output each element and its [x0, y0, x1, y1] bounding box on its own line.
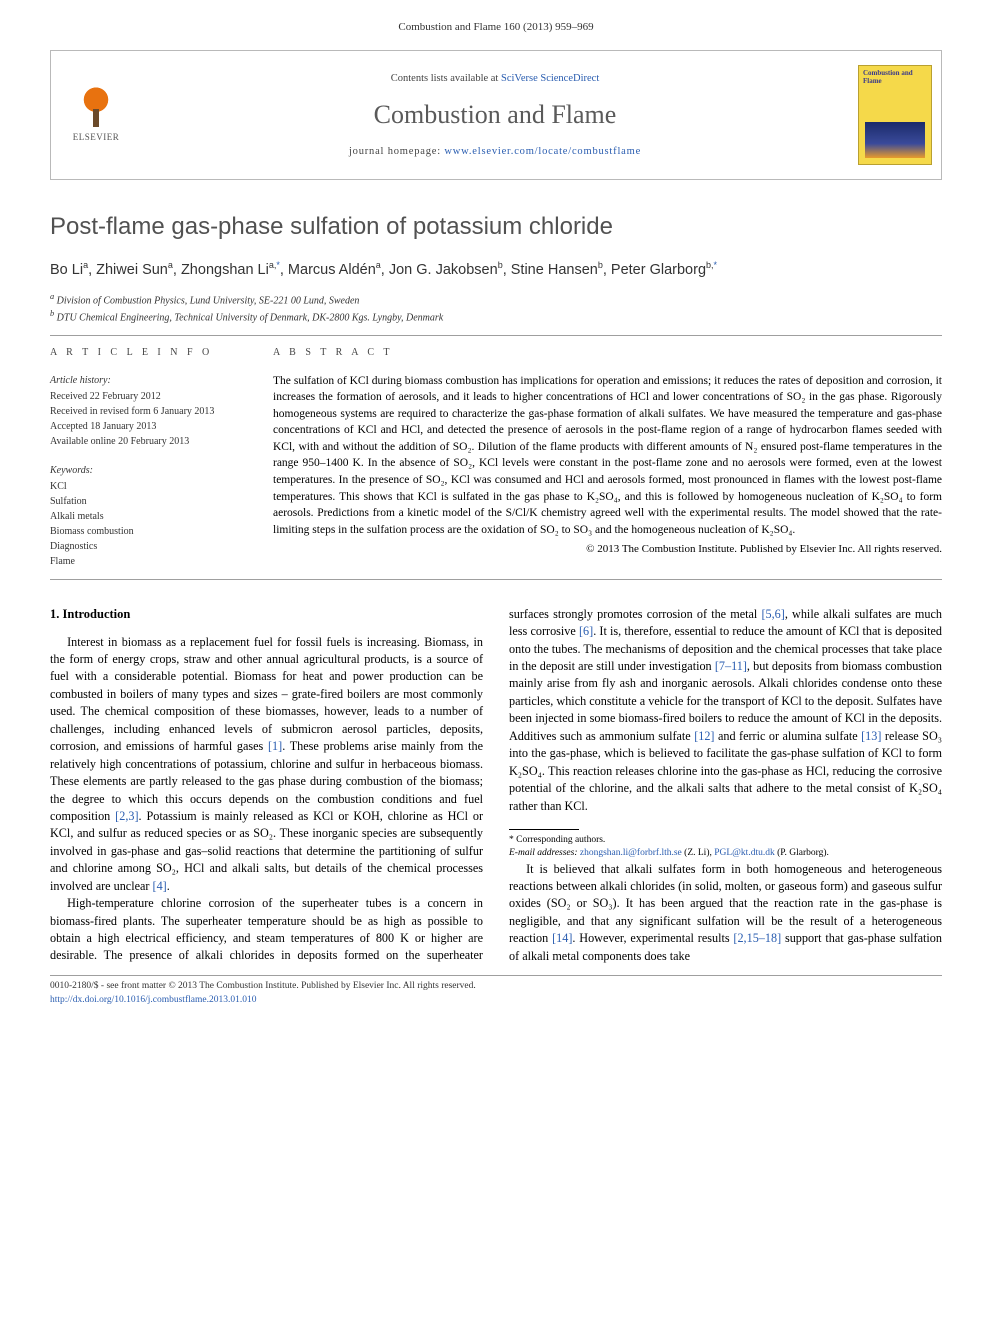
- history-item: Available online 20 February 2013: [50, 434, 245, 449]
- corr-mark[interactable]: *: [714, 260, 718, 270]
- citation-text: Combustion and Flame 160 (2013) 959–969: [398, 21, 593, 33]
- abstract-label: A B S T R A C T: [273, 346, 942, 361]
- article-info-column: A R T I C L E I N F O Article history: R…: [50, 346, 245, 569]
- article-title: Post-flame gas-phase sulfation of potass…: [50, 210, 942, 245]
- abstract-copyright: © 2013 The Combustion Institute. Publish…: [273, 542, 942, 558]
- body-text: 1. Introduction Interest in biomass as a…: [50, 606, 942, 965]
- journal-cover-area: Combustion and Flame: [849, 51, 941, 179]
- elsevier-logo-icon: ELSEVIER: [66, 80, 126, 150]
- affiliation: a Division of Combustion Physics, Lund U…: [50, 291, 942, 308]
- author: Stine Hansenb: [511, 262, 603, 278]
- footnotes: * Corresponding authors. E-mail addresse…: [509, 834, 942, 861]
- doi-link[interactable]: http://dx.doi.org/10.1016/j.combustflame…: [50, 995, 256, 1005]
- homepage-line: journal homepage: www.elsevier.com/locat…: [349, 144, 641, 159]
- ref-link[interactable]: [13]: [861, 729, 881, 743]
- contents-prefix: Contents lists available at: [391, 73, 501, 84]
- author: Marcus Aldéna: [288, 262, 381, 278]
- history-item: Accepted 18 January 2013: [50, 419, 245, 434]
- author: Zhiwei Suna: [96, 262, 173, 278]
- header-center: Contents lists available at SciVerse Sci…: [141, 51, 849, 179]
- keyword-item: KCl: [50, 479, 245, 494]
- ref-link[interactable]: [4]: [153, 879, 167, 893]
- publisher-name: ELSEVIER: [73, 131, 120, 144]
- journal-cover-icon: Combustion and Flame: [858, 65, 932, 165]
- author: Jon G. Jakobsenb: [389, 262, 503, 278]
- divider-bottom: [50, 579, 942, 580]
- homepage-prefix: journal homepage:: [349, 146, 444, 157]
- abstract-column: A B S T R A C T The sulfation of KCl dur…: [273, 346, 942, 569]
- keyword-item: Flame: [50, 554, 245, 569]
- homepage-link[interactable]: www.elsevier.com/locate/combustflame: [444, 146, 641, 157]
- publisher-logo-area: ELSEVIER: [51, 51, 141, 179]
- ref-link[interactable]: [2,15–18]: [733, 931, 781, 945]
- email-link[interactable]: zhongshan.li@forbrf.lth.se: [580, 848, 682, 858]
- article-info-label: A R T I C L E I N F O: [50, 346, 245, 361]
- email-line: E-mail addresses: zhongshan.li@forbrf.lt…: [509, 847, 942, 860]
- author: Bo Lia: [50, 262, 88, 278]
- authors-list: Bo Lia, Zhiwei Suna, Zhongshan Lia,*, Ma…: [50, 259, 942, 281]
- divider-top: [50, 335, 942, 336]
- issn-line: 0010-2180/$ - see front matter © 2013 Th…: [50, 980, 942, 993]
- citation-line: Combustion and Flame 160 (2013) 959–969: [50, 20, 942, 36]
- ref-link[interactable]: [6]: [579, 624, 593, 638]
- ref-link[interactable]: [14]: [552, 931, 572, 945]
- corr-mark[interactable]: *: [276, 260, 280, 270]
- email-label: E-mail addresses:: [509, 848, 578, 858]
- body-p3: It is believed that alkali sulfates form…: [509, 861, 942, 966]
- keyword-item: Alkali metals: [50, 509, 245, 524]
- abstract-text: The sulfation of KCl during biomass comb…: [273, 373, 942, 538]
- cover-image-icon: [865, 122, 925, 158]
- author: Peter Glarborgb,*: [611, 262, 717, 278]
- sciencedirect-link[interactable]: SciVerse ScienceDirect: [501, 73, 599, 84]
- ref-link[interactable]: [7–11]: [715, 659, 747, 673]
- section-heading-1: 1. Introduction: [50, 606, 483, 624]
- author: Zhongshan Lia,*: [181, 262, 280, 278]
- email-link[interactable]: PGL@kt.dtu.dk: [714, 848, 774, 858]
- keyword-item: Biomass combustion: [50, 524, 245, 539]
- ref-link[interactable]: [1]: [268, 739, 282, 753]
- body-p1: Interest in biomass as a replacement fue…: [50, 634, 483, 896]
- ref-link[interactable]: [5,6]: [761, 607, 784, 621]
- contents-line: Contents lists available at SciVerse Sci…: [391, 71, 599, 86]
- journal-header: ELSEVIER Contents lists available at Sci…: [50, 50, 942, 180]
- ref-link[interactable]: [2,3]: [115, 809, 138, 823]
- corresponding-authors: * Corresponding authors.: [509, 834, 942, 847]
- history-item: Received 22 February 2012: [50, 389, 245, 404]
- keywords-label: Keywords:: [50, 463, 245, 478]
- ref-link[interactable]: [12]: [694, 729, 714, 743]
- affiliation: b DTU Chemical Engineering, Technical Un…: [50, 308, 942, 325]
- history-label: Article history:: [50, 373, 245, 388]
- cover-title: Combustion and Flame: [863, 70, 927, 85]
- footnote-separator: [509, 829, 579, 830]
- keyword-item: Diagnostics: [50, 539, 245, 554]
- journal-name: Combustion and Flame: [374, 96, 617, 134]
- bottom-meta: 0010-2180/$ - see front matter © 2013 Th…: [50, 980, 942, 1007]
- article-info-block: Article history: Received 22 February 20…: [50, 373, 245, 569]
- history-item: Received in revised form 6 January 2013: [50, 404, 245, 419]
- affiliations: a Division of Combustion Physics, Lund U…: [50, 291, 942, 326]
- info-abstract-row: A R T I C L E I N F O Article history: R…: [50, 346, 942, 569]
- keyword-item: Sulfation: [50, 494, 245, 509]
- bottom-rule: [50, 975, 942, 976]
